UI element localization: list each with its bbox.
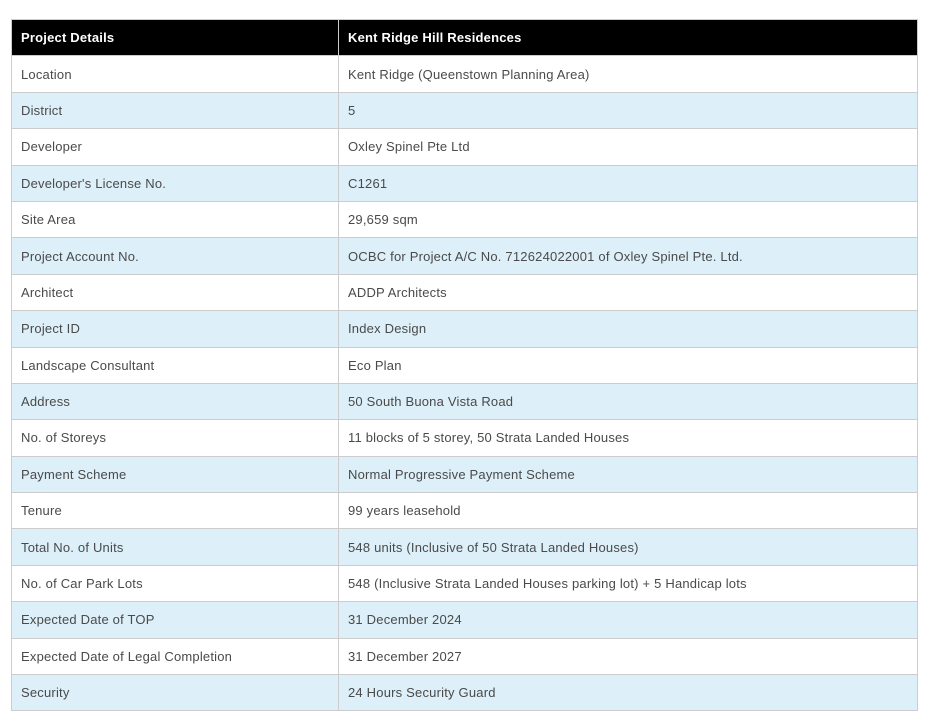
table-row: Landscape Consultant Eco Plan (11, 346, 918, 384)
table-row: Architect ADDP Architects (11, 273, 918, 312)
row-label: Project Account No. (11, 237, 339, 275)
row-label: Expected Date of Legal Completion (11, 637, 339, 676)
row-label: Project ID (11, 310, 339, 348)
table-row: Address 50 South Buona Vista Road (11, 382, 918, 421)
row-label: Site Area (11, 200, 339, 239)
row-label: Payment Scheme (11, 455, 339, 494)
table-header-project-name: Kent Ridge Hill Residences (338, 18, 918, 57)
row-value: 50 South Buona Vista Road (338, 382, 918, 421)
table-row: Security 24 Hours Security Guard (11, 674, 918, 712)
row-value: OCBC for Project A/C No. 712624022001 of… (338, 237, 918, 275)
table-row: Developer Oxley Spinel Pte Ltd (11, 128, 918, 166)
row-label: Developer (11, 128, 339, 166)
table-row: Project ID Index Design (11, 310, 918, 348)
row-value: 31 December 2027 (338, 637, 918, 676)
row-value: C1261 (338, 164, 918, 202)
table-row: Site Area 29,659 sqm (11, 200, 918, 239)
row-label: Expected Date of TOP (11, 601, 339, 639)
table-row: No. of Storeys 11 blocks of 5 storey, 50… (11, 419, 918, 457)
table-header-label: Project Details (11, 18, 339, 57)
project-details-section: Project Details Kent Ridge Hill Residenc… (11, 18, 918, 712)
row-value: Kent Ridge (Queenstown Planning Area) (338, 55, 918, 93)
row-label: Address (11, 382, 339, 421)
table-row: Expected Date of Legal Completion 31 Dec… (11, 637, 918, 676)
table-row: District 5 (11, 91, 918, 130)
row-label: Tenure (11, 492, 339, 530)
row-value: 99 years leasehold (338, 492, 918, 530)
table-row: Payment Scheme Normal Progressive Paymen… (11, 455, 918, 494)
table-row: Tenure 99 years leasehold (11, 492, 918, 530)
row-value: 24 Hours Security Guard (338, 674, 918, 712)
row-label: Total No. of Units (11, 528, 339, 566)
row-label: No. of Car Park Lots (11, 564, 339, 603)
row-value: 31 December 2024 (338, 601, 918, 639)
table-row: Developer's License No. C1261 (11, 164, 918, 202)
table-header-row: Project Details Kent Ridge Hill Residenc… (11, 18, 918, 57)
row-value: 11 blocks of 5 storey, 50 Strata Landed … (338, 419, 918, 457)
row-value: Normal Progressive Payment Scheme (338, 455, 918, 494)
table-row: Total No. of Units 548 units (Inclusive … (11, 528, 918, 566)
row-label: Architect (11, 273, 339, 312)
row-label: Location (11, 55, 339, 93)
row-value: Oxley Spinel Pte Ltd (338, 128, 918, 166)
row-value: 29,659 sqm (338, 200, 918, 239)
table-row: Project Account No. OCBC for Project A/C… (11, 237, 918, 275)
row-label: Landscape Consultant (11, 346, 339, 384)
table-row: Location Kent Ridge (Queenstown Planning… (11, 55, 918, 93)
row-value: 548 units (Inclusive of 50 Strata Landed… (338, 528, 918, 566)
row-label: No. of Storeys (11, 419, 339, 457)
row-value: Index Design (338, 310, 918, 348)
row-value: ADDP Architects (338, 273, 918, 312)
row-value: 5 (338, 91, 918, 130)
project-details-table: Project Details Kent Ridge Hill Residenc… (11, 18, 918, 712)
table-row: No. of Car Park Lots 548 (Inclusive Stra… (11, 564, 918, 603)
row-value: 548 (Inclusive Strata Landed Houses park… (338, 564, 918, 603)
table-row: Expected Date of TOP 31 December 2024 (11, 601, 918, 639)
row-label: Developer's License No. (11, 164, 339, 202)
row-label: Security (11, 674, 339, 712)
row-label: District (11, 91, 339, 130)
row-value: Eco Plan (338, 346, 918, 384)
